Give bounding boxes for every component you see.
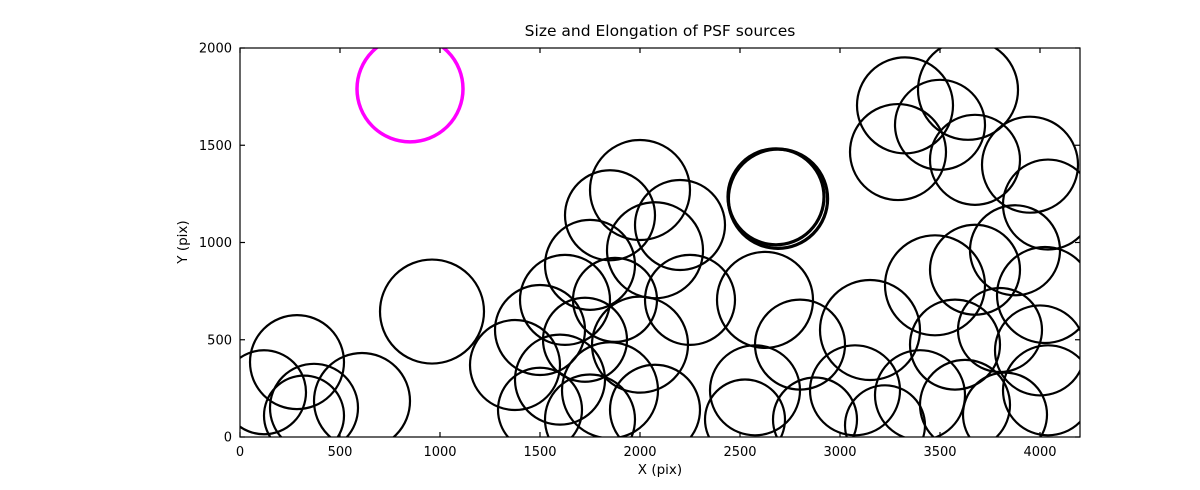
psf-source-circle bbox=[980, 115, 1080, 214]
psf-source-circle bbox=[843, 384, 927, 437]
psf-source-circle bbox=[268, 362, 360, 437]
x-tick-label: 4000 bbox=[1023, 445, 1056, 460]
psf-source-circle bbox=[560, 341, 660, 437]
x-tick-label: 1000 bbox=[423, 445, 456, 460]
psf-source-circle bbox=[1001, 158, 1080, 251]
y-tick-label: 2000 bbox=[199, 42, 232, 57]
y-tick-label: 500 bbox=[207, 333, 232, 348]
psf-source-circle-highlight bbox=[355, 48, 465, 144]
psf-source-circle bbox=[703, 378, 787, 437]
psf-source-circle bbox=[543, 373, 637, 437]
psf-source-circle bbox=[753, 298, 847, 391]
x-tick-label: 1500 bbox=[523, 445, 556, 460]
y-axis-label: Y (pix) bbox=[175, 220, 191, 264]
psf-source-circle bbox=[493, 283, 587, 377]
psf-source-circle bbox=[928, 113, 1022, 206]
psf-source-circle bbox=[513, 333, 607, 426]
x-axis-label: X (pix) bbox=[637, 462, 683, 478]
psf-source-circle bbox=[893, 78, 987, 171]
psf-source-circle bbox=[1001, 344, 1080, 437]
psf-source-circle bbox=[771, 376, 859, 437]
psf-source-circle bbox=[993, 304, 1080, 397]
psf-source-circle bbox=[262, 374, 346, 437]
psf-source-circle bbox=[715, 250, 815, 349]
psf-source-circle bbox=[608, 363, 702, 437]
x-tick-label: 0 bbox=[236, 445, 244, 460]
psf-source-circle bbox=[643, 253, 737, 346]
y-tick-label: 1500 bbox=[199, 139, 232, 154]
y-tick-label: 1000 bbox=[199, 236, 232, 251]
x-tick-label: 3000 bbox=[823, 445, 856, 460]
x-tick-label: 3500 bbox=[923, 445, 956, 460]
psf-source-circle bbox=[961, 371, 1049, 437]
psf-source-circle bbox=[240, 349, 308, 436]
psf-source-circle bbox=[633, 178, 727, 272]
psf-source-circle bbox=[818, 278, 922, 382]
chart-title: Size and Elongation of PSF sources bbox=[524, 22, 796, 40]
x-tick-label: 2500 bbox=[723, 445, 756, 460]
y-tick-label: 0 bbox=[224, 431, 232, 446]
psf-source-circle bbox=[726, 147, 830, 250]
psf-source-circle bbox=[916, 48, 1020, 141]
x-tick-label: 500 bbox=[328, 445, 353, 460]
psf-source-circle bbox=[541, 296, 629, 383]
psf-source-circle bbox=[808, 344, 902, 437]
psf-source-circle bbox=[908, 298, 1002, 391]
psf-source-circle bbox=[708, 344, 802, 437]
x-tick-label: 2000 bbox=[623, 445, 656, 460]
psf-source-circle bbox=[518, 253, 612, 346]
psf-source-circle bbox=[995, 245, 1080, 345]
psf-source-circle bbox=[588, 138, 692, 242]
psf-source-circle bbox=[543, 218, 637, 311]
psf-source-circle bbox=[883, 234, 987, 337]
psf-source-circle bbox=[848, 102, 948, 202]
psf-source-circle bbox=[378, 258, 486, 365]
psf-source-circle bbox=[248, 314, 346, 411]
psf-source-circle bbox=[312, 351, 412, 437]
psf-source-circle bbox=[563, 169, 657, 262]
psf-source-circle bbox=[496, 366, 584, 437]
psf-source-circle bbox=[928, 223, 1022, 316]
psf-source-circle bbox=[873, 349, 967, 437]
psf-source-circle bbox=[468, 318, 562, 412]
